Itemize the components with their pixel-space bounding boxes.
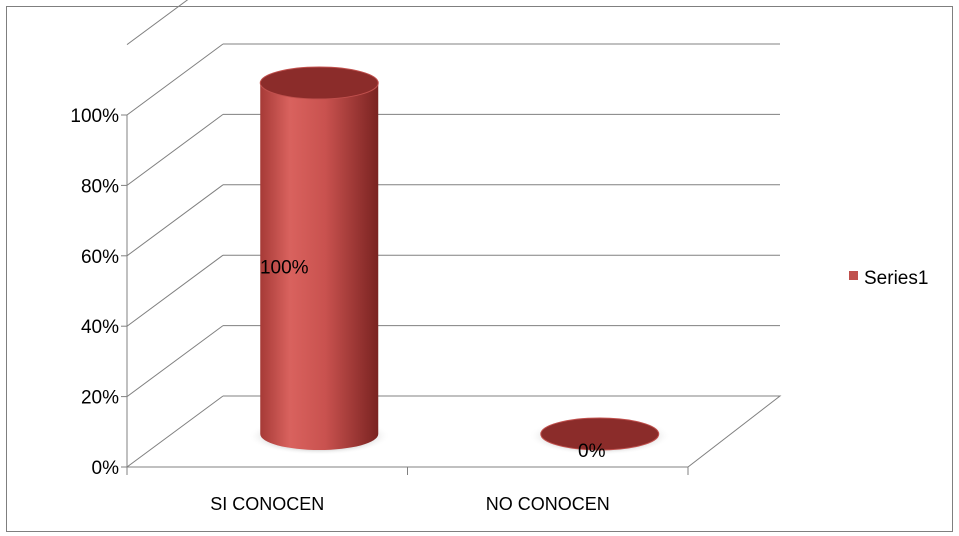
bar-cylinder-body <box>260 83 379 450</box>
y-tick-label: 40% <box>81 317 119 338</box>
grid-layer <box>126 0 782 468</box>
data-label: 100% <box>260 258 309 279</box>
axis-layer: 0% 20% 40% 60% 80% 100% SI CONOCEN NO CONOCEN <box>70 106 689 514</box>
x-category-label: SI CONOCEN <box>210 494 324 514</box>
y-tick-label: 60% <box>81 247 119 268</box>
chart-frame <box>6 6 953 532</box>
y-tick-label: 0% <box>92 458 120 479</box>
floor-outline <box>127 395 782 468</box>
legend: Series1 <box>849 268 928 289</box>
gridline-side <box>126 254 224 327</box>
legend-swatch <box>849 271 858 280</box>
gridline-side <box>126 395 224 468</box>
gridline-side <box>126 43 224 116</box>
bar-cylinder-top <box>259 66 379 100</box>
gridline-side <box>126 0 189 46</box>
y-tick-label: 80% <box>81 176 119 197</box>
gridline-side <box>126 113 224 186</box>
gridline-side <box>126 184 224 257</box>
bar-layer <box>248 66 671 455</box>
x-category-label: NO CONOCEN <box>486 494 610 514</box>
gridline-side <box>126 325 224 398</box>
bar-cylinder-top <box>540 417 660 451</box>
label-layer: 100% 0% <box>260 258 606 463</box>
legend-label: Series1 <box>864 268 928 289</box>
y-tick-label: 20% <box>81 388 119 409</box>
y-tick-label: 100% <box>70 106 119 127</box>
data-label: 0% <box>578 441 606 462</box>
